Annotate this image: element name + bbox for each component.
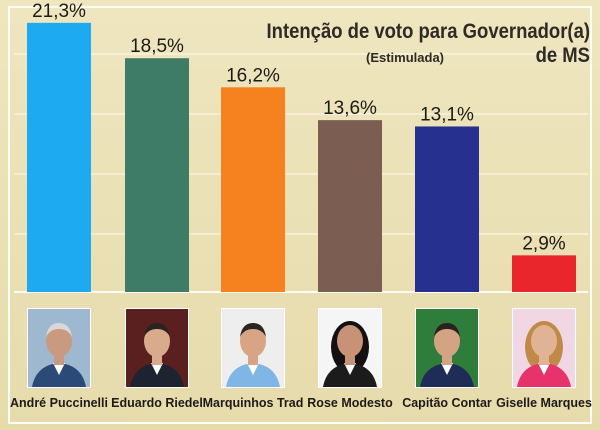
candidate-photo — [125, 308, 189, 388]
bar-6 — [512, 255, 576, 292]
portrait-icon — [513, 309, 575, 387]
value-label: 13,6% — [323, 98, 377, 119]
portrait-icon — [28, 309, 90, 387]
bar-5 — [415, 126, 479, 292]
candidate-photo — [415, 308, 479, 388]
portrait-icon — [126, 309, 188, 387]
value-label: 13,1% — [420, 104, 474, 125]
value-labels: 21,3% 18,5% 16,2% 13,6% 13,1% 2,9% — [32, 1, 566, 255]
value-label: 21,3% — [32, 1, 86, 22]
value-label: 16,2% — [226, 65, 280, 86]
candidate-photo — [27, 308, 91, 388]
chart-border — [8, 6, 592, 424]
bar-3 — [221, 87, 285, 292]
candidate-photo — [512, 308, 576, 388]
gridlines — [14, 53, 588, 293]
chart-subtitle: (Estimulada) — [365, 50, 444, 65]
candidate-name: Giselle Marques — [496, 396, 592, 410]
portrait-icon — [222, 309, 284, 387]
candidate-name: Capitão Contar — [402, 396, 492, 410]
bar-1 — [27, 22, 91, 292]
candidate-name: Rose Modesto — [307, 396, 393, 410]
portrait-icon — [416, 309, 478, 387]
candidate-photo — [221, 308, 285, 388]
portrait-icon — [319, 309, 381, 387]
chart-title: Intenção de voto para Governador(a) de M… — [266, 20, 590, 67]
candidate-name: Eduardo Riedel — [111, 396, 203, 410]
candidate-name: Marquinhos Trad — [202, 396, 304, 410]
bar-2 — [125, 58, 189, 293]
value-label: 2,9% — [522, 233, 565, 254]
value-label: 18,5% — [130, 36, 184, 57]
candidate-photo — [318, 308, 382, 388]
bars — [27, 22, 576, 293]
bar-4 — [318, 120, 382, 293]
candidate-name: André Puccinelli — [10, 396, 108, 410]
